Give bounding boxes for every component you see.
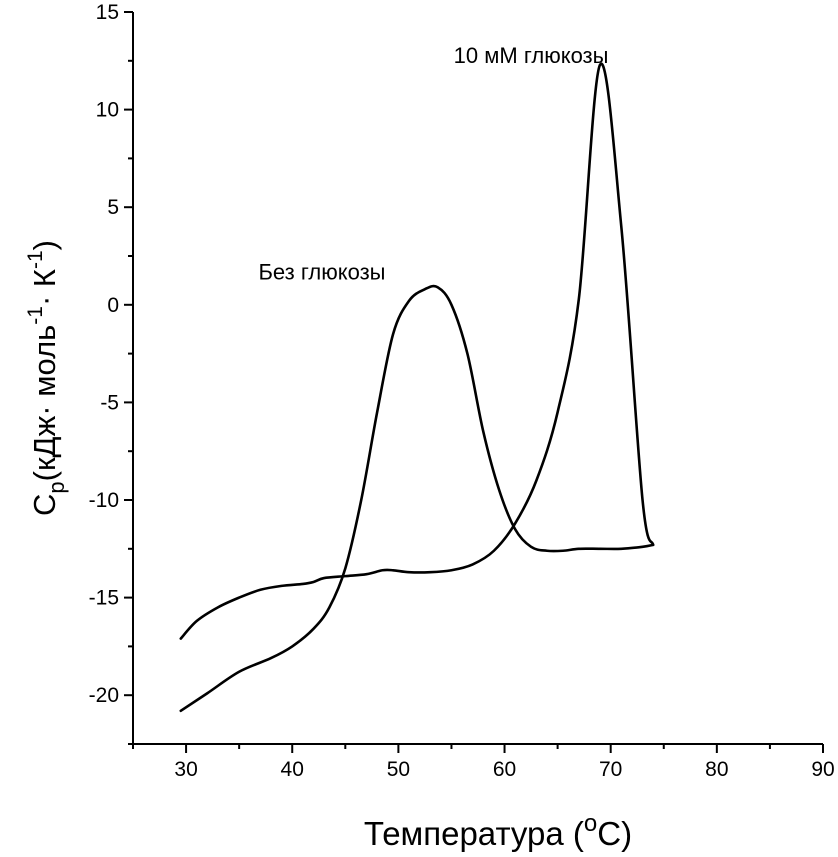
x-axis-title-degree: o <box>584 810 597 837</box>
series-line-10mm-glucose <box>179 62 655 640</box>
y-axis-title-p: p <box>44 481 69 493</box>
x-tick-label: 50 <box>387 758 410 781</box>
y-ticks: -20 -15 -10 -5 0 5 10 15 <box>89 1 133 745</box>
x-tick-label: 60 <box>493 758 516 781</box>
y-axis-title-part2: · К <box>27 269 62 306</box>
y-axis-title: Cp(кДж· моль-1· К-1) <box>24 240 69 516</box>
y-tick-label: 10 <box>96 99 119 122</box>
annotation-10mm-glucose: 10 мМ глюкозы <box>454 43 609 68</box>
y-tick-label: -5 <box>100 391 119 414</box>
y-axis-title-c: C <box>27 494 62 516</box>
x-tick-label: 90 <box>811 758 834 781</box>
y-tick-label: -15 <box>89 587 119 610</box>
x-tick-label: 30 <box>174 758 197 781</box>
x-tick-label: 40 <box>281 758 304 781</box>
y-axis-title-sup2: -1 <box>24 250 47 269</box>
x-tick-label: 80 <box>705 758 728 781</box>
x-axis-title-end: C) <box>597 815 632 852</box>
series-line-no-glucose <box>179 284 655 713</box>
y-axis-title-end: ) <box>27 240 62 250</box>
x-axis-title-main: Температура ( <box>364 815 584 852</box>
y-tick-label: 5 <box>107 196 119 219</box>
y-axis-title-part1: (кДж· моль <box>27 325 62 482</box>
x-tick-label: 70 <box>599 758 622 781</box>
annotations: 10 мМ глюкозы Без глюкозы <box>258 43 608 285</box>
annotation-no-glucose: Без глюкозы <box>258 259 385 284</box>
series-group <box>179 62 655 713</box>
y-tick-label: -10 <box>89 489 119 512</box>
x-axis-title: Температура (oC) <box>364 810 632 852</box>
y-tick-label: -20 <box>89 684 119 707</box>
y-tick-label: 15 <box>96 1 119 24</box>
axes <box>132 12 823 745</box>
y-axis-title-sup1: -1 <box>24 306 47 325</box>
x-ticks: 30 40 50 60 70 80 90 <box>132 744 835 781</box>
y-tick-label: 0 <box>107 294 119 317</box>
